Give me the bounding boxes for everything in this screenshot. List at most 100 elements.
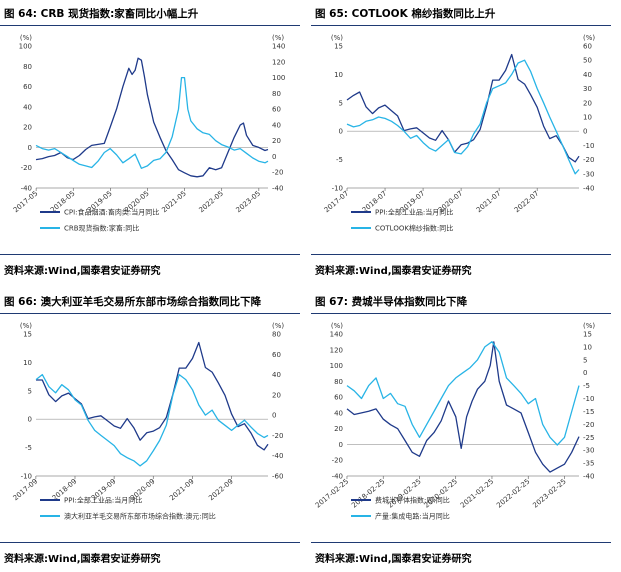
source-note: 资料来源:Wind,国泰君安证券研究: [315, 554, 472, 565]
right-tick-label: -40: [583, 473, 594, 481]
left-tick-label: -40: [332, 473, 343, 481]
source-rule: [0, 254, 300, 255]
source-rule: [0, 542, 300, 543]
x-tick-label: 2022-07: [513, 189, 541, 214]
right-tick-label: 0: [583, 128, 587, 136]
left-tick-label: 10: [23, 359, 32, 367]
right-tick-label: -40: [583, 185, 594, 193]
x-tick-label: 2021-07: [475, 189, 503, 214]
right-tick-label: 30: [583, 85, 592, 93]
x-tick-label: 2020-02-25: [423, 477, 459, 509]
source-note: 资料来源:Wind,国泰君安证券研究: [4, 266, 161, 277]
right-tick-label: 140: [272, 43, 285, 51]
legend-label: CPI:食品烟酒:畜肉类:当月同比: [64, 208, 159, 217]
left-tick-label: 0: [339, 441, 343, 449]
chart-cotlook-yarn: (%) (%)151050-5-106050403020100-10-20-30-…: [323, 34, 596, 233]
left-tick-label: 15: [334, 43, 343, 51]
right-unit-label: (%): [272, 322, 284, 330]
right-unit-label: (%): [272, 34, 284, 42]
right-tick-label: 20: [583, 99, 592, 107]
series-line-1: [346, 53, 580, 163]
chart-semiconductor: (%) (%)140120100806040200-20-40151050-5-1…: [314, 322, 595, 521]
left-tick-label: 20: [334, 425, 343, 433]
legend-label: CRB现货指数:家畜:同比: [64, 224, 139, 233]
series-line-2: [346, 59, 580, 175]
left-tick-label: 60: [23, 83, 32, 91]
panel-title: 图 64: CRB 现货指数:家畜同比小幅上升: [4, 8, 199, 20]
right-tick-label: 120: [272, 58, 285, 66]
left-tick-label: 0: [28, 416, 32, 424]
left-unit-label: (%): [331, 34, 343, 42]
title-rule: [311, 313, 611, 314]
series-line-2: [35, 373, 269, 467]
right-tick-label: -10: [583, 395, 594, 403]
right-tick-label: 50: [583, 57, 592, 65]
right-tick-label: 10: [583, 114, 592, 122]
right-tick-label: -20: [583, 156, 594, 164]
right-tick-label: 0: [272, 153, 276, 161]
right-tick-label: -20: [272, 169, 283, 177]
right-tick-label: 0: [583, 369, 587, 377]
right-tick-label: -20: [272, 432, 283, 440]
x-tick-label: 2022-05: [197, 189, 225, 214]
left-tick-label: 40: [23, 103, 32, 111]
x-tick-label: 2023-02-25: [531, 477, 567, 509]
left-unit-label: (%): [20, 322, 32, 330]
right-tick-label: 0: [272, 412, 276, 420]
right-tick-label: -40: [272, 452, 283, 460]
right-tick-label: -20: [583, 421, 594, 429]
right-tick-label: -15: [583, 408, 594, 416]
x-tick-label: 2021-02-25: [459, 477, 495, 509]
right-tick-label: 100: [272, 74, 285, 82]
right-unit-label: (%): [583, 322, 595, 330]
left-tick-label: 120: [330, 346, 343, 354]
x-tick-label: 2021-05: [160, 189, 188, 214]
right-tick-label: 60: [583, 43, 592, 51]
right-tick-label: 80: [272, 90, 281, 98]
source-rule: [311, 254, 611, 255]
left-tick-label: -10: [332, 185, 343, 193]
left-tick-label: 5: [28, 387, 32, 395]
panel-title: 图 67: 费城半导体指数同比下降: [315, 296, 468, 308]
x-tick-label: 2023-05: [235, 189, 263, 214]
left-tick-label: 140: [330, 331, 343, 339]
right-tick-label: 40: [583, 71, 592, 79]
left-tick-label: -5: [25, 444, 32, 452]
left-tick-label: 100: [330, 362, 343, 370]
panel-title: 图 65: COTLOOK 棉纱指数同比上升: [315, 8, 496, 20]
x-tick-label: 2017-09: [12, 477, 40, 502]
left-tick-label: 5: [339, 99, 343, 107]
left-tick-label: 80: [334, 378, 343, 386]
legend-label: PPI:全部工业品:当月同比: [64, 496, 142, 505]
legend-label: 产量:集成电路:当月同比: [375, 512, 450, 521]
right-tick-label: 80: [272, 331, 281, 339]
left-tick-label: 20: [23, 124, 32, 132]
right-unit-label: (%): [583, 34, 595, 42]
right-tick-label: -30: [583, 170, 594, 178]
x-tick-label: 2017-02-25: [314, 477, 350, 509]
series-line-1: [35, 57, 269, 178]
series-line-2: [35, 76, 269, 169]
left-tick-label: 80: [23, 63, 32, 71]
title-rule: [0, 25, 300, 26]
left-tick-label: 0: [28, 144, 32, 152]
right-tick-label: -25: [583, 434, 594, 442]
series-line-2: [346, 341, 580, 446]
right-tick-label: 20: [272, 137, 281, 145]
left-unit-label: (%): [331, 322, 343, 330]
panel-cotlook-yarn: 图 65: COTLOOK 棉纱指数同比上升 (%) (%) 15 10 5 0 -5 -10…: [311, 0, 611, 284]
right-tick-label: -35: [583, 460, 594, 468]
left-tick-label: -5: [336, 156, 343, 164]
legend-label: 澳大利亚羊毛交易所东部市场综合指数:澳元:同比: [64, 512, 216, 521]
left-tick-label: 10: [334, 71, 343, 79]
legend-label: 费城半导体指数:周:同比: [375, 496, 450, 505]
x-tick-label: 2017-05: [12, 189, 40, 214]
x-tick-label: 2017-07: [323, 189, 351, 214]
legend-label: PPI:全部工业品:当月同比: [375, 208, 453, 217]
series-line-1: [346, 341, 580, 473]
right-tick-label: 40: [272, 121, 281, 129]
series-line-1: [36, 341, 269, 451]
chart-wool-index: (%) (%)151050-5-10806040200-20-40-602017-…: [12, 322, 285, 521]
panel-title: 图 66: 澳大利亚羊毛交易所东部市场综合指数同比下降: [4, 296, 262, 308]
source-note: 资料来源:Wind,国泰君安证券研究: [315, 266, 472, 277]
